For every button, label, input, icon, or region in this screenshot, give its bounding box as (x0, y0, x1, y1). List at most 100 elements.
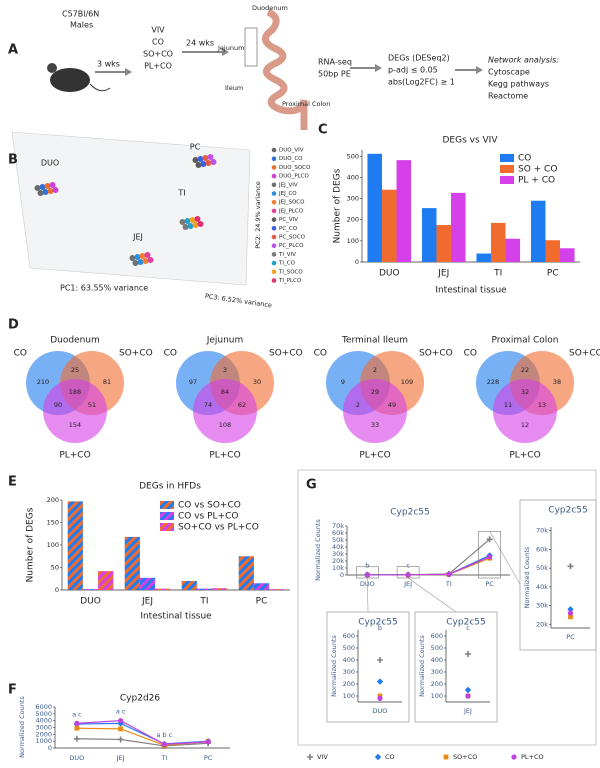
y-tick-label: 100 (47, 541, 59, 549)
pca-plane (11, 131, 251, 286)
tissue-label: Ileum (225, 84, 243, 92)
cluster-label: TI (177, 189, 185, 198)
venn-label: CO (14, 349, 27, 359)
legend-label: CO (385, 753, 395, 761)
point (118, 718, 124, 724)
annotation: a b c (156, 731, 172, 739)
arrow-head (222, 48, 229, 56)
pca-point (139, 253, 146, 259)
point (374, 753, 382, 761)
point (73, 735, 80, 742)
point (465, 693, 471, 699)
y-tick-label: 70k (332, 522, 344, 530)
deg-method: p-adj ≤ 0.05 (388, 66, 438, 75)
venn-count: 3 (223, 366, 227, 374)
point (465, 651, 471, 657)
legend-label: CO (518, 154, 531, 164)
legend-label: JEJ_PLCO (278, 208, 304, 214)
pca-point (39, 184, 46, 190)
network-tool: Reactome (488, 92, 528, 101)
bar (212, 588, 228, 590)
panel-label: A (8, 43, 18, 58)
pca-point (179, 219, 186, 225)
x-tick-label: PC (256, 597, 268, 607)
annotation: c (406, 562, 410, 570)
legend-swatch (271, 252, 277, 257)
series-line (367, 538, 491, 576)
diet-label: PL+CO (144, 62, 172, 71)
venn-count: 33 (371, 421, 379, 429)
venn-count: 2 (373, 366, 377, 374)
mouse-icon (50, 68, 90, 92)
bar (421, 208, 437, 262)
y-tick-label: 500 (343, 644, 355, 652)
y-tick-label: 600 (343, 632, 355, 640)
x-tick-label: JEJ (403, 580, 412, 588)
series-line (76, 738, 209, 747)
bar (436, 225, 452, 262)
venn-label: SO+CO (569, 349, 600, 359)
pca-point (184, 218, 191, 224)
pca-point (189, 217, 196, 223)
arrow-head (125, 68, 132, 76)
y-tick-label: 0 (55, 586, 59, 594)
legend-swatch (271, 260, 277, 266)
legend-swatch (160, 501, 174, 509)
chart-title: DEGs in HFDs (139, 482, 201, 492)
y-tick-label: 50k (536, 564, 548, 572)
venn-count: 9 (341, 378, 345, 386)
y-tick-label: 40k (536, 583, 548, 591)
venn-count: 154 (69, 421, 81, 429)
x-tick-label: DUO (80, 597, 101, 607)
annotation: a c (116, 708, 126, 716)
venn-count: 22 (521, 366, 529, 374)
bar (367, 153, 382, 262)
bar (238, 556, 254, 590)
y-axis-label: Number of DEGs (333, 168, 343, 243)
legend-label: JEJ_VIV (278, 182, 298, 188)
legend-label: PC_PLCO (279, 243, 304, 249)
y-tick-label: 70k (536, 527, 548, 535)
y-axis-label: Number of DEGs (26, 507, 36, 582)
pca-point (134, 254, 141, 260)
point (364, 572, 370, 578)
bar (155, 588, 171, 590)
arrow-head (476, 66, 483, 74)
legend-label: PC_SOCO (279, 235, 306, 241)
series-line (76, 720, 209, 745)
pca-point (52, 187, 59, 193)
panel-label: C (318, 123, 328, 138)
pca-point (192, 157, 199, 163)
point (405, 572, 411, 578)
legend-swatch (271, 217, 277, 222)
pca-point (137, 259, 144, 265)
y-tick-label: 30k (332, 550, 344, 558)
legend-swatch (271, 199, 277, 205)
y-tick-label: 200 (343, 680, 355, 688)
x-tick-label: JEJ (116, 754, 125, 762)
point (443, 754, 449, 760)
venn-count: 32 (521, 388, 529, 396)
inset-frame (326, 611, 410, 723)
x-tick-label: TI (160, 754, 167, 762)
venn-count: 13 (538, 401, 546, 409)
y-tick-label: 400 (343, 656, 355, 664)
x-tick-label: PC (485, 580, 494, 588)
venn-set (343, 379, 407, 443)
inset-title: Cyp2c55 (358, 618, 397, 628)
inset-y-label: Normalized Counts (330, 635, 338, 697)
strain: C57Bl/6N (62, 10, 99, 19)
x-tick-label: JEJ (437, 269, 449, 279)
point (377, 657, 383, 663)
venn-count: 81 (103, 378, 111, 386)
chart-title: DEGs vs VIV (443, 136, 499, 146)
panel-label: G (306, 478, 317, 493)
y-tick-label: 150 (47, 519, 59, 527)
venn-count: 2 (356, 401, 360, 409)
venn-count: 62 (238, 401, 246, 409)
x-tick-label: TI (445, 580, 452, 588)
diet-label: SO+CO (143, 50, 173, 59)
x-tick-label: DUO (373, 707, 388, 715)
pca-point (202, 155, 209, 161)
